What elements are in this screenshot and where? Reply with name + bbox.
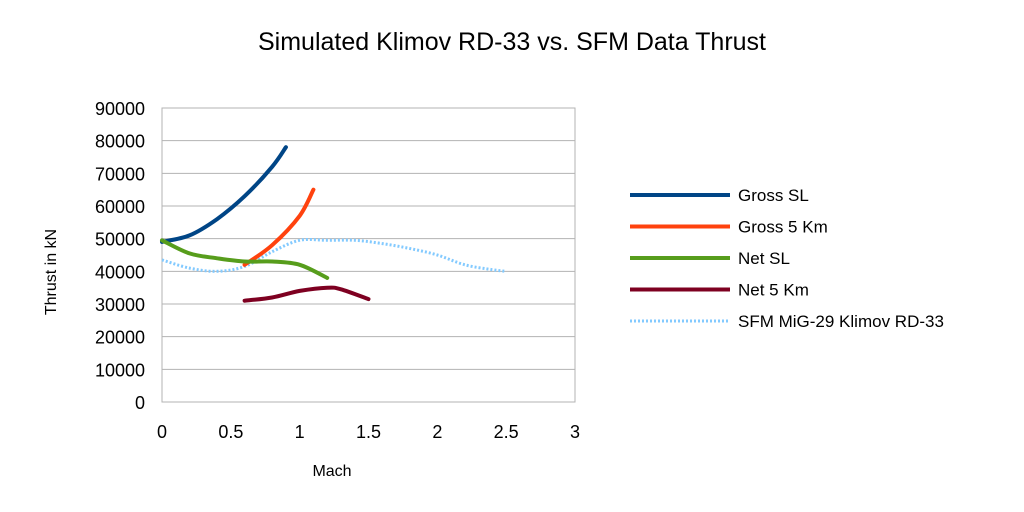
- y-tick-label: 90000: [95, 99, 145, 119]
- series-line-net-sl: [160, 238, 330, 280]
- series-line-sfm-mig-29-klimov-rd-33: [161, 237, 507, 273]
- legend-label: Net SL: [738, 249, 790, 268]
- series-line-gross-sl: [160, 145, 288, 244]
- plot-frame: [161, 107, 576, 403]
- y-tick-label: 0: [135, 393, 145, 413]
- y-axis-title: Thrust in kN: [43, 229, 60, 315]
- y-tick-label: 60000: [95, 197, 145, 217]
- legend-label: SFM MiG-29 Klimov RD-33: [738, 312, 944, 331]
- legend: Gross SL Gross 5 Km Net SL Net 5 Km SFM MiG-…: [630, 186, 944, 331]
- x-axis-ticks: 0 0.5 1 1.5 2 2.5 3: [157, 422, 580, 442]
- x-tick-label: 1: [295, 422, 305, 442]
- x-tick-label: 2: [432, 422, 442, 442]
- y-axis-ticks: 0 10000 20000 30000 40000 50000 60000 70000 8000…: [95, 99, 145, 413]
- series-lines: [160, 145, 507, 303]
- x-tick-label: 2.5: [494, 422, 519, 442]
- x-tick-label: 0.5: [218, 422, 243, 442]
- y-tick-label: 20000: [95, 328, 145, 348]
- series-line-gross-5-km: [242, 187, 316, 267]
- y-tick-label: 40000: [95, 262, 145, 282]
- legend-label: Gross SL: [738, 186, 809, 205]
- legend-label: Gross 5 Km: [738, 218, 828, 237]
- chart-title: Simulated Klimov RD-33 vs. SFM Data Thru…: [258, 28, 766, 56]
- grid-lines: [162, 107, 575, 403]
- y-tick-label: 30000: [95, 295, 145, 315]
- series-line-net-5-km: [242, 285, 371, 303]
- legend-label: Net 5 Km: [738, 281, 809, 300]
- y-tick-label: 50000: [95, 230, 145, 250]
- x-tick-label: 3: [570, 422, 580, 442]
- x-tick-label: 0: [157, 422, 167, 442]
- x-tick-label: 1.5: [356, 422, 381, 442]
- x-axis-title: Mach: [312, 463, 351, 480]
- y-tick-label: 70000: [95, 164, 145, 184]
- y-tick-label: 10000: [95, 360, 145, 380]
- y-tick-label: 80000: [95, 132, 145, 152]
